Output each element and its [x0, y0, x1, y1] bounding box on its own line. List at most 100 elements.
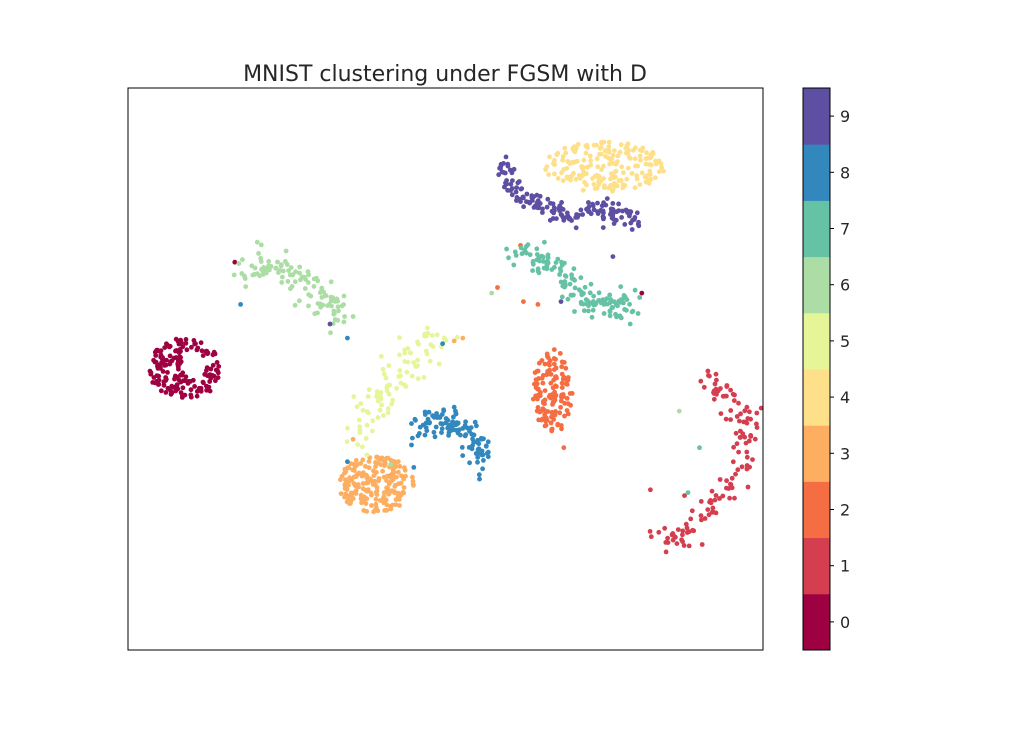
- colorbar-tick-label: 2: [840, 501, 850, 520]
- scatter-point-class-6: [342, 314, 347, 319]
- scatter-point-class-6: [250, 272, 256, 278]
- scatter-point-class-7: [627, 321, 633, 327]
- scatter-point-class-7: [616, 298, 622, 304]
- scatter-point-class-5: [380, 366, 386, 372]
- scatter-point-class-7: [637, 295, 643, 300]
- scatter-point-class-0: [211, 373, 217, 379]
- scatter-point-class-6: [239, 271, 245, 276]
- scatter-point-class-9: [327, 321, 333, 327]
- scatter-point-class-5: [411, 360, 416, 365]
- scatter-point-class-7: [611, 299, 617, 305]
- scatter-point-class-0: [163, 378, 169, 383]
- scatter-point-class-9: [616, 201, 621, 207]
- scatter-point-class-9: [537, 193, 543, 199]
- scatter-point-class-6: [263, 270, 269, 276]
- scatter-point-class-9: [540, 206, 545, 212]
- scatter-point-class-7: [530, 268, 535, 273]
- scatter-point-class-9: [511, 166, 517, 172]
- scatter-point-class-2: [540, 380, 546, 386]
- colorbar-tick-label: 1: [840, 557, 850, 576]
- scatter-point-class-5: [382, 371, 387, 377]
- scatter-point-class-9: [516, 179, 522, 184]
- scatter-point-class-4: [621, 170, 626, 176]
- scatter-point-class-0: [152, 380, 158, 386]
- scatter-point-class-9: [496, 172, 502, 178]
- scatter-point-class-0: [176, 366, 181, 372]
- scatter-point-class-6: [292, 302, 298, 308]
- scatter-point-class-0: [154, 347, 160, 353]
- scatter-point-class-0: [166, 344, 172, 350]
- scatter-point-class-9: [604, 196, 610, 202]
- scatter-point-class-5: [430, 344, 436, 349]
- scatter-point-class-3: [398, 492, 404, 498]
- scatter-point-class-5: [360, 407, 366, 413]
- scatter-point-class-8: [434, 411, 439, 416]
- scatter-point-class-1: [743, 440, 749, 446]
- scatter-point-class-7: [536, 270, 542, 276]
- scatter-point-class-1: [648, 534, 654, 540]
- scatter-point-class-8: [437, 414, 443, 420]
- scatter-point-class-7: [562, 273, 568, 279]
- scatter-point-class-3: [395, 459, 401, 464]
- scatter-point-class-3: [401, 485, 407, 490]
- scatter-point-class-4: [610, 187, 616, 193]
- scatter-point-class-1: [647, 529, 653, 534]
- scatter-point-class-5: [402, 359, 408, 364]
- scatter-point-class-3: [338, 477, 343, 483]
- scatter-point-class-0: [165, 385, 171, 391]
- scatter-point-class-1: [701, 384, 707, 390]
- scatter-point-class-7: [582, 284, 588, 290]
- scatter-point-class-4: [661, 168, 666, 174]
- scatter-point-class-4: [595, 164, 601, 170]
- scatter-point-class-4: [559, 170, 564, 176]
- scatter-point-class-2: [546, 360, 552, 366]
- scatter-point-class-7: [608, 297, 613, 302]
- scatter-point-class-5: [409, 373, 415, 379]
- scatter-point-class-7: [588, 281, 594, 287]
- colorbar-swatch-2: [803, 481, 830, 539]
- scatter-point-class-9: [632, 217, 637, 222]
- scatter-point-class-6: [297, 298, 302, 304]
- scatter-point-class-5: [389, 401, 395, 407]
- scatter-point-class-7: [572, 285, 578, 291]
- scatter-point-class-9: [505, 163, 511, 169]
- scatter-point-class-9: [534, 200, 540, 206]
- scatter-point-class-8: [468, 425, 474, 430]
- scatter-point-class-3: [375, 455, 380, 461]
- scatter-point-class-7: [557, 266, 563, 272]
- scatter-point-class-8: [345, 459, 350, 465]
- scatter-point-class-3: [348, 493, 354, 498]
- scatter-point-class-2: [564, 382, 570, 387]
- scatter-point-class-4: [637, 153, 643, 159]
- scatter-point-class-3: [381, 494, 387, 500]
- scatter-point-class-7: [567, 281, 573, 287]
- scatter-point-class-5: [394, 385, 399, 391]
- scatter-point-class-5: [358, 401, 364, 407]
- scatter-point-class-9: [610, 254, 616, 259]
- scatter-point-class-7: [518, 245, 524, 251]
- scatter-point-class-8: [431, 429, 437, 435]
- scatter-point-class-8: [410, 435, 415, 441]
- scatter-point-class-9: [595, 200, 600, 206]
- scatter-point-class-7: [511, 262, 517, 268]
- scatter-point-class-9: [521, 204, 526, 210]
- colorbar-swatch-7: [803, 200, 830, 258]
- scatter-point-class-7: [542, 239, 547, 245]
- chart-title: MNIST clustering under FGSM with D: [243, 62, 647, 87]
- scatter-point-class-9: [534, 205, 540, 211]
- scatter-point-class-5: [386, 363, 392, 368]
- scatter-point-class-9: [611, 221, 617, 227]
- scatter-point-class-3: [353, 458, 359, 463]
- scatter-point-class-6: [284, 262, 290, 267]
- scatter-point-class-1: [742, 408, 748, 414]
- scatter-point-class-4: [565, 159, 571, 164]
- scatter-point-class-1: [731, 398, 737, 403]
- scatter-point-class-1: [747, 409, 752, 415]
- scatter-point-class-3: [395, 469, 401, 475]
- scatter-point-class-7: [591, 299, 596, 304]
- scatter-point-class-7: [541, 259, 546, 264]
- scatter-point-class-8: [475, 447, 481, 452]
- scatter-point-class-8: [477, 476, 482, 482]
- scatter-point-class-6: [319, 295, 325, 300]
- scatter-point-class-1: [732, 495, 737, 501]
